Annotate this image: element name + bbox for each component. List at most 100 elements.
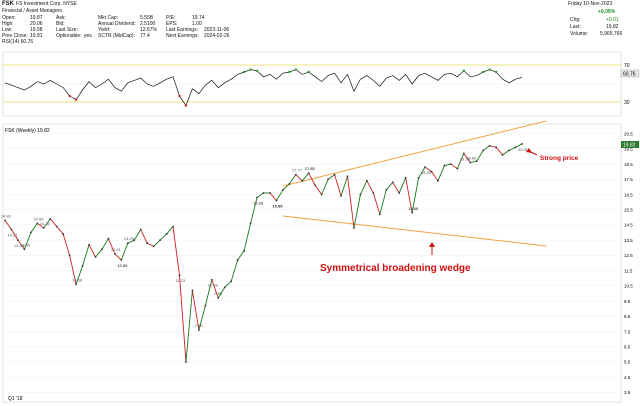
company-name: FS Investment Corp. NYSE (16, 1, 77, 7)
quote-header: FSK FS Investment Corp. NYSE Financial /… (0, 0, 640, 50)
price-point (411, 211, 414, 214)
price-point (81, 265, 84, 267)
rsi-overbought-mark (462, 69, 466, 73)
price-point (217, 297, 220, 299)
rsi-overbought-mark (294, 68, 298, 71)
rsi-overbought-mark (488, 68, 491, 71)
price-segment (321, 179, 329, 195)
price-point (4, 219, 6, 222)
prevclose-label: Prev Close: (2, 33, 28, 39)
price-label: 14.34 (40, 221, 51, 226)
y-tick-label: 16.5 (624, 192, 633, 197)
price-panel: FSK (Weekly) 19.82 20.5 19.5 18.5 17.5 16.5 1… (1, 120, 639, 403)
price-point (340, 195, 342, 197)
rsi-overbought-mark (482, 70, 485, 74)
price-segment (347, 176, 355, 229)
wedge-lower-line (282, 215, 547, 247)
price-point (424, 166, 426, 169)
price-segment (482, 145, 490, 151)
rsi-current-badge (620, 69, 640, 78)
price-point (488, 144, 491, 147)
price-label: 14.21 (7, 233, 18, 238)
price-segment (314, 185, 323, 195)
price-segment (88, 244, 96, 258)
price-point (404, 176, 407, 179)
price-segment (372, 192, 381, 215)
rsi-oversold-mark (178, 94, 181, 98)
price-point (68, 254, 71, 257)
rsi-overbought-mark (242, 70, 246, 74)
optionable-value: yes (84, 33, 92, 39)
price-point (172, 225, 174, 228)
sector: Financial / Asset Managers (2, 8, 63, 14)
price-point (256, 196, 258, 199)
price-label: 15.56 (408, 206, 419, 211)
high-value: 20.06 (30, 21, 43, 27)
price-point (366, 179, 368, 182)
y-tick-label: 8.5 (624, 314, 631, 319)
ask-label: Ask: (56, 15, 66, 21)
price-point (521, 143, 523, 145)
x-axis-tick-label: Q1 '18 (8, 396, 23, 402)
price-point (469, 161, 472, 164)
yield-value: 12.67% (140, 27, 157, 33)
open-value: 19.87 (30, 15, 43, 21)
price-point (133, 239, 136, 242)
price-segment (340, 176, 348, 197)
price-label: 17.77 (292, 168, 303, 173)
volume-value: 5,965,766 (600, 31, 623, 37)
wedge-annotation: Symmetrical broadening wedge (320, 263, 471, 274)
price-y-axis: 20.5 19.5 18.5 17.5 16.5 15.5 14.5 13.5 12.5 11.5… (624, 131, 633, 395)
price-point (17, 239, 19, 242)
price-segment (95, 249, 103, 258)
price-point (126, 242, 129, 245)
price-point (185, 361, 187, 363)
price-point (378, 213, 381, 216)
prevclose-value: 19.81 (30, 33, 43, 39)
price-segment (334, 174, 342, 197)
price-segment (179, 275, 187, 362)
price-point (55, 225, 58, 228)
price-grid (3, 133, 621, 393)
next-earnings-label: Next Earnings: (166, 33, 199, 39)
price-point (482, 149, 485, 152)
wedge-upper-line (282, 120, 547, 187)
mktcap-label: Mkt Cap: (98, 15, 119, 21)
rsi-level-30: 30 (624, 100, 630, 106)
price-point (139, 228, 142, 231)
last-value: 19.82 (606, 24, 619, 30)
price-segment (250, 197, 258, 224)
y-tick-label: 7.5 (624, 329, 631, 334)
price-segment (159, 233, 167, 241)
price-label: 16.29 (253, 201, 264, 206)
price-point (443, 164, 446, 167)
mktcap-value: 5.55B (140, 15, 154, 21)
price-segment (17, 239, 25, 250)
price-segment (463, 153, 471, 163)
rsi-oversold-mark (184, 104, 188, 107)
price-segment (69, 255, 77, 285)
price-segment (185, 290, 193, 362)
price-segment (30, 223, 38, 233)
price-point (417, 176, 420, 179)
yield-label: Yield: (98, 27, 111, 33)
optionable-label: Optionable: (56, 33, 82, 39)
price-point (75, 283, 77, 286)
price-point (475, 160, 478, 162)
price-segment (398, 177, 407, 194)
y-tick-label: 3.5 (624, 390, 631, 395)
price-segment (4, 220, 12, 230)
price-point (42, 227, 45, 229)
sctr-label: SCTR (MidCap): (98, 33, 135, 39)
price-segment (120, 243, 129, 261)
price-segment (392, 182, 400, 194)
price-label: 19.21 (460, 156, 471, 161)
price-point (191, 289, 194, 292)
price-label: 12.09 (117, 263, 128, 268)
price-segment (308, 172, 316, 186)
price-point (230, 280, 233, 283)
rsi-oversold-mark (74, 98, 78, 101)
price-point (359, 193, 362, 196)
price-segment (282, 183, 290, 191)
last-earnings-label: Last Earnings: (166, 27, 198, 33)
